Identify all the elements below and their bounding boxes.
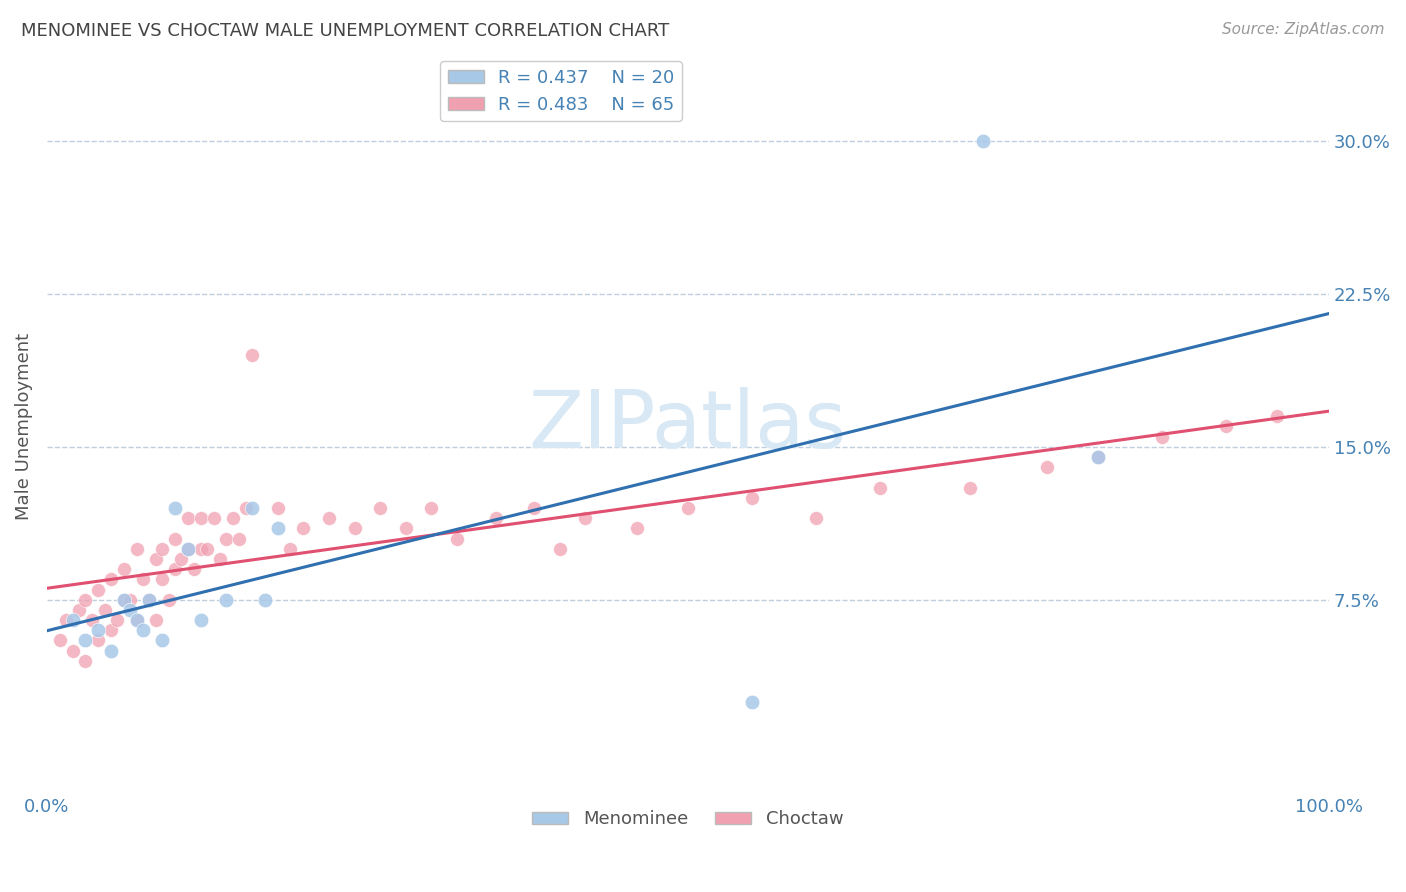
Point (100, 643, 122, 657)
Point (523, 501, 546, 516)
Point (240, 501, 263, 516)
Point (228, 532, 250, 546)
Point (215, 532, 238, 546)
Point (1035, 460, 1057, 475)
Point (93, 603, 115, 617)
Point (55, 613, 77, 627)
Point (138, 592, 160, 607)
Point (170, 552, 193, 566)
Point (972, 134, 994, 148)
Point (574, 511, 596, 525)
Text: MENOMINEE VS CHOCTAW MALE UNEMPLOYMENT CORRELATION CHART: MENOMINEE VS CHOCTAW MALE UNEMPLOYMENT C… (21, 22, 669, 40)
Point (75, 654, 97, 668)
Point (87, 624, 110, 638)
Point (292, 521, 315, 535)
Point (280, 541, 302, 556)
Point (741, 491, 763, 505)
Point (395, 521, 418, 535)
Point (177, 511, 200, 525)
Point (676, 501, 699, 516)
Point (132, 624, 155, 638)
Point (266, 501, 288, 516)
Point (67, 603, 90, 617)
Point (202, 511, 225, 525)
Text: Source: ZipAtlas.com: Source: ZipAtlas.com (1222, 22, 1385, 37)
Y-axis label: Male Unemployment: Male Unemployment (15, 333, 32, 520)
Legend: Menominee, Choctaw: Menominee, Choctaw (524, 803, 851, 836)
Point (157, 592, 180, 607)
Point (87, 633, 110, 648)
Point (120, 603, 142, 617)
Point (145, 552, 167, 566)
Point (222, 511, 245, 525)
Point (100, 624, 122, 638)
Point (75, 592, 97, 607)
Point (75, 633, 97, 648)
Point (177, 541, 200, 556)
Point (87, 582, 110, 597)
Point (62, 613, 84, 627)
Point (125, 541, 148, 556)
Point (112, 562, 135, 576)
Point (1152, 430, 1174, 444)
Point (253, 592, 276, 607)
Text: ZIPatlas: ZIPatlas (529, 387, 846, 466)
Point (100, 572, 122, 586)
Point (120, 592, 142, 607)
Point (112, 592, 135, 607)
Point (1087, 450, 1109, 464)
Point (165, 562, 187, 576)
Point (804, 511, 827, 525)
Point (195, 541, 218, 556)
Point (177, 541, 200, 556)
Point (626, 521, 648, 535)
Point (741, 695, 763, 709)
Point (165, 501, 187, 516)
Point (959, 481, 981, 495)
Point (368, 501, 391, 516)
Point (125, 613, 148, 627)
Point (132, 572, 155, 586)
Point (343, 521, 366, 535)
Point (215, 592, 238, 607)
Point (266, 521, 288, 535)
Point (190, 511, 212, 525)
Point (183, 562, 205, 576)
Point (62, 643, 84, 657)
Point (190, 613, 212, 627)
Point (80, 613, 103, 627)
Point (548, 541, 571, 556)
Point (869, 481, 891, 495)
Point (240, 348, 263, 362)
Point (48, 633, 70, 648)
Point (105, 613, 128, 627)
Point (1267, 409, 1289, 424)
Point (112, 592, 135, 607)
Point (150, 633, 173, 648)
Point (125, 613, 148, 627)
Point (420, 501, 443, 516)
Point (446, 532, 468, 546)
Point (208, 552, 231, 566)
Point (190, 541, 212, 556)
Point (138, 592, 160, 607)
Point (484, 511, 506, 525)
Point (150, 541, 173, 556)
Point (150, 572, 173, 586)
Point (165, 532, 187, 546)
Point (1215, 419, 1237, 434)
Point (1087, 450, 1109, 464)
Point (235, 501, 257, 516)
Point (145, 613, 167, 627)
Point (318, 511, 340, 525)
